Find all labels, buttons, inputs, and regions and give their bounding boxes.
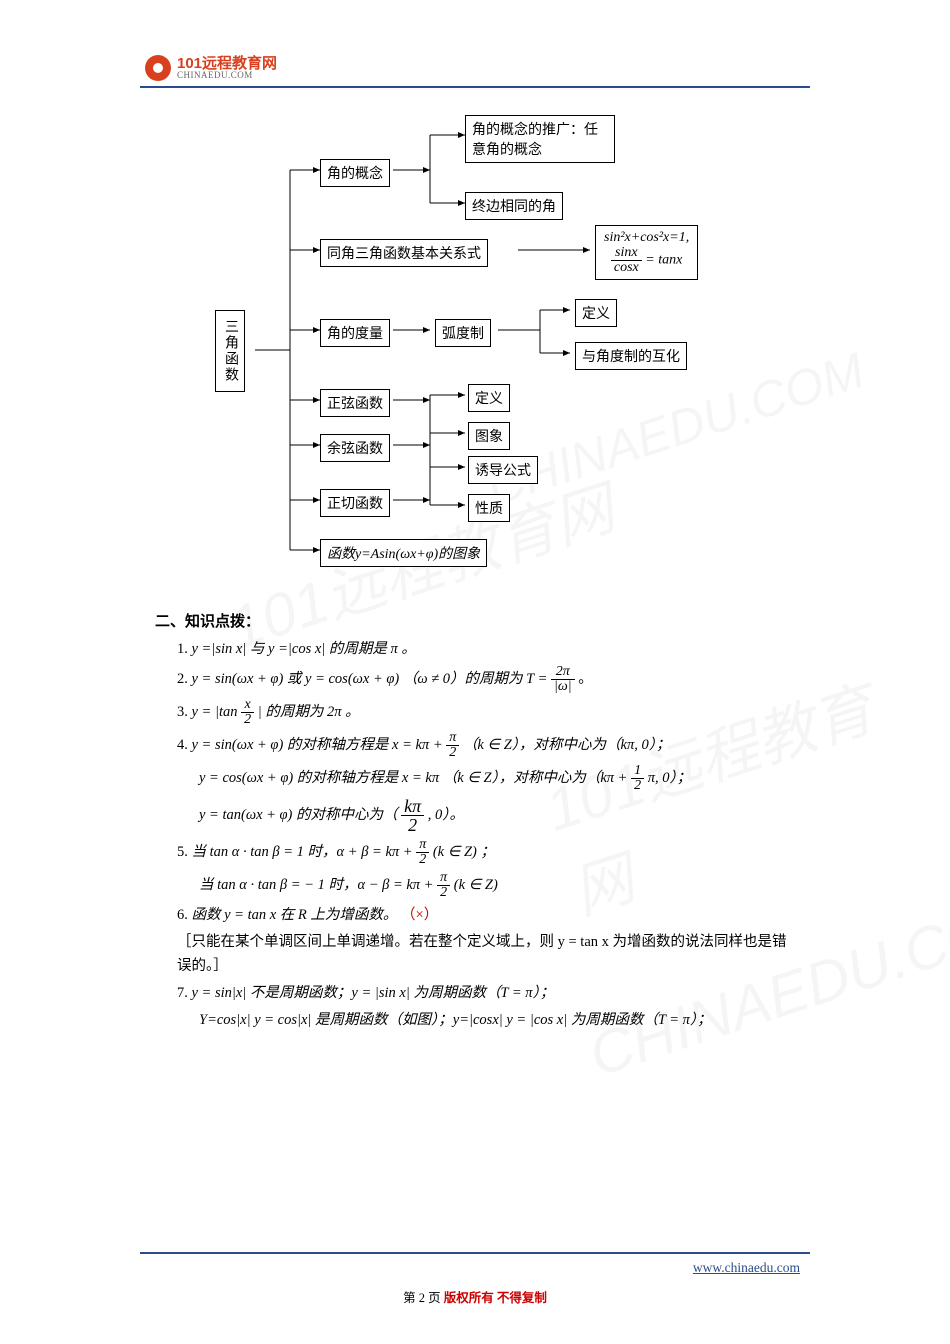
item-4: 4. y = sin(ωx + φ) 的对称轴方程是 x = kπ + π2 （… (177, 731, 795, 760)
item-2: 2. y = sin(ωx + φ) 或 y = cos(ωx + φ) （ω … (177, 665, 795, 694)
diagram-eq1: sin²x+cos²x=1, (604, 230, 689, 245)
diagram-b3: 角的度量 (320, 319, 390, 347)
header-divider (140, 86, 810, 88)
item-1: 1. y =|sin x| 与 y =|cos x| 的周期是 π 。 (177, 638, 795, 661)
diagram-b2-eq: sin²x+cos²x=1, sinxcosx = tanx (595, 225, 698, 280)
diagram-connectors (200, 115, 820, 595)
footer-url: www.chinaedu.com (693, 1260, 800, 1276)
item-7: 7. y = sin|x| 不是周期函数；y = |sin x| 为周期函数（T… (177, 982, 795, 1005)
diagram-b456d: 性质 (468, 494, 510, 522)
logo-text-en: CHINAEDU.COM (177, 71, 277, 80)
diagram-root: 三角函数 (215, 310, 245, 392)
diagram-b1-1: 角的概念的推广：任意角的概念 (465, 115, 615, 163)
logo-icon (145, 55, 171, 81)
document-page: 101远程教育网 CHINAEDU.COM 101远程教育网 101远程教育网 … (0, 0, 950, 1344)
diagram-b4: 正弦函数 (320, 389, 390, 417)
footer-pagenum: 第 2 页 版权所有 不得复制 (0, 1287, 950, 1306)
diagram-b456a: 定义 (468, 384, 510, 412)
item-6: 6. 函数 y = tan x 在 R 上为增函数。 （×） (177, 904, 795, 927)
item-4c: y = tan(ωx + φ) 的对称中心为（ kπ2 , 0）。 (199, 797, 795, 834)
section-title: 二、知识点拨： (155, 610, 795, 634)
diagram-b3-1b: 与角度制的互化 (575, 342, 687, 370)
diagram-b3-1: 弧度制 (435, 319, 491, 347)
diagram-b456c: 诱导公式 (468, 456, 538, 484)
item-3: 3. y = |tan x2 | 的周期为 2π 。 (177, 698, 795, 727)
diagram-b6: 正切函数 (320, 489, 390, 517)
logo-text-cn: 101远程教育网 (177, 56, 277, 71)
item-5b: 当 tan α · tan β = − 1 时，α − β = kπ + π2 … (199, 871, 795, 900)
item-6b: ［只能在某个单调区间上单调递增。若在整个定义域上，则 y = tan x 为增函… (177, 931, 795, 977)
diagram-b5: 余弦函数 (320, 434, 390, 462)
header-logo: 101远程教育网 CHINAEDU.COM (145, 55, 277, 81)
content-body: 二、知识点拨： 1. y =|sin x| 与 y =|cos x| 的周期是 … (155, 610, 795, 1036)
diagram-b1-2: 终边相同的角 (465, 192, 563, 220)
item-4b: y = cos(ωx + φ) 的对称轴方程是 x = kπ （k ∈ Z），对… (199, 764, 795, 793)
diagram-b1: 角的概念 (320, 159, 390, 187)
diagram-b2: 同角三角函数基本关系式 (320, 239, 488, 267)
concept-diagram: 三角函数 角的概念 角的概念的推广：任意角的概念 终边相同的角 同角三角函数基本… (200, 115, 820, 595)
diagram-b3-1a: 定义 (575, 299, 617, 327)
footer-divider (140, 1252, 810, 1254)
item-7b: Y=cos|x| y = cos|x| 是周期函数（如图）；y=|cosx| y… (199, 1009, 795, 1032)
item-5: 5. 当 tan α · tan β = 1 时，α + β = kπ + π2… (177, 838, 795, 867)
diagram-b7: 函数y=Asin(ωx+φ)的图象 (320, 539, 487, 567)
wrong-mark: （×） (401, 907, 438, 923)
diagram-b456b: 图象 (468, 422, 510, 450)
